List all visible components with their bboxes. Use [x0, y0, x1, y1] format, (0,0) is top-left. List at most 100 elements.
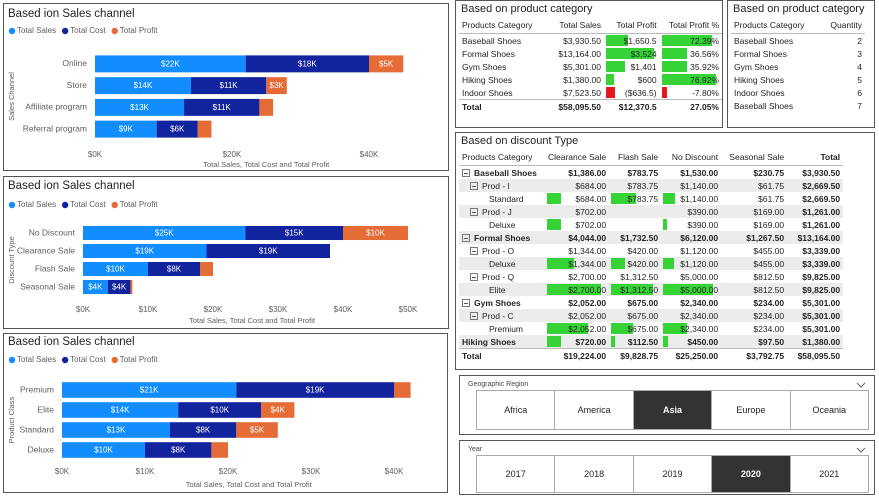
chevron[interactable]	[856, 447, 866, 453]
x-tick-label: $40K	[360, 150, 379, 159]
matrix-row: Baseball Shoes $1,386.00 $783.75 $1,530.00 $…	[459, 166, 843, 180]
cell-text: $3,524	[630, 48, 657, 59]
bar-segment	[169, 422, 237, 438]
slicer-option[interactable]: 2021	[789, 455, 869, 493]
cell-text: $2,340.00	[680, 310, 719, 321]
cell-text: $3,339.00	[802, 258, 841, 269]
matrix-cell: $234.00	[721, 322, 787, 335]
cell-text: $783.75	[627, 180, 659, 191]
cell-text: $720.00	[575, 336, 607, 347]
collapse-icon[interactable]	[470, 247, 478, 256]
x-tick-label: $20K	[204, 305, 223, 314]
table-cell: 72.39%	[660, 34, 722, 48]
cell-text: Baseball Shoes	[462, 35, 522, 46]
matrix-cell: $783.75	[609, 166, 661, 180]
cell-text: $2,669.50	[802, 193, 841, 204]
collapse-icon[interactable]	[470, 182, 478, 191]
slicer-option[interactable]: 2020	[711, 455, 791, 493]
cell-text: $7,523.50	[563, 87, 601, 98]
table-row: Baseball Shoes 7	[731, 99, 865, 112]
cell-text: $1,312.50	[620, 271, 659, 282]
data-bar	[611, 323, 633, 334]
slicer-option[interactable]: Africa	[476, 390, 556, 430]
row-header: Gym Shoes	[459, 296, 545, 309]
row-header: Prod - J	[459, 205, 545, 218]
collapse-icon[interactable]	[462, 169, 470, 178]
cell-text: $234.00	[753, 297, 785, 308]
data-label: $10K	[210, 406, 229, 415]
x-tick-label: $10K	[136, 467, 155, 476]
cell-text: $675.00	[627, 297, 659, 308]
slicer-option[interactable]: Asia	[632, 390, 713, 430]
data-label: $10K	[94, 446, 113, 455]
row-header: Deluxe	[459, 257, 545, 270]
data-label: $4K	[88, 283, 103, 292]
column-header: Clearance Sale	[545, 149, 610, 166]
cell-text: $169.00	[753, 206, 785, 217]
data-label: $11K	[220, 81, 239, 90]
matrix-cell: $9,825.00	[787, 283, 844, 296]
row-label: Premium	[489, 323, 524, 334]
cell-text: $1,380.00	[563, 74, 601, 85]
table-cell: Formal Shoes	[734, 48, 787, 59]
cell-text: $112.50	[627, 336, 659, 347]
table-cell: $1,401	[604, 60, 660, 73]
table: Products Category Total Sales Total Profit…	[459, 17, 722, 113]
matrix-cell: $2,052.00	[545, 296, 609, 309]
data-label: $19K	[259, 247, 278, 256]
slicer-option[interactable]: America	[554, 390, 634, 430]
total-label: Total	[459, 348, 545, 362]
slicer-option[interactable]: 2019	[632, 455, 713, 493]
row-label: Hiking Shoes	[462, 336, 516, 347]
data-label: $15K	[285, 229, 304, 238]
table-cell: Hiking Shoes	[459, 73, 548, 86]
chevron[interactable]	[856, 382, 866, 388]
cell-text: Formal Shoes	[462, 48, 515, 59]
table-cell: Gym Shoes	[459, 60, 548, 73]
discount-matrix: Based on discount Type Products Category C…	[455, 132, 875, 370]
cell-text: $5,000.00	[680, 271, 719, 282]
table-row: Formal Shoes $13,164.00 $3,524 36.56%	[459, 47, 722, 60]
collapse-icon[interactable]	[470, 273, 478, 282]
slicer-option[interactable]: 2018	[554, 455, 634, 493]
data-bar	[663, 193, 675, 204]
slicer-option[interactable]: 2017	[476, 455, 556, 493]
matrix-cell: $2,052.00	[545, 309, 610, 322]
collapse-icon[interactable]	[470, 208, 478, 217]
matrix-cell	[609, 205, 662, 218]
slicer-title: Year	[468, 446, 483, 453]
slicer-option[interactable]: Oceania	[789, 390, 869, 430]
slicer-option[interactable]: Europe	[711, 390, 791, 430]
matrix-cell: $1,380.00	[787, 335, 844, 349]
cell-text: $9,825.00	[802, 271, 841, 282]
collapse-icon[interactable]	[462, 234, 470, 243]
data-bar	[605, 48, 654, 59]
y-tick-label: Standard	[20, 424, 55, 434]
total-cell: $25,250.00	[661, 348, 722, 362]
row-header: Formal Shoes	[459, 231, 545, 244]
legend-label: Total Cost	[70, 26, 106, 35]
collapse-icon[interactable]	[470, 312, 478, 321]
data-label: $19K	[306, 386, 325, 395]
matrix-cell: $230.75	[721, 166, 787, 180]
year-slicer: Year 2017 2018 2019 2020 2021	[459, 440, 875, 495]
cell-text: 72.39%	[690, 35, 719, 46]
legend-marker	[111, 201, 118, 209]
cell-text: $5,000.00	[680, 284, 719, 295]
matrix-row: Standard $684.00 $783.75 $1,140.00 $61.75 $2,…	[459, 192, 843, 205]
legend-label: Total Sales	[17, 355, 56, 364]
data-bar	[663, 258, 675, 269]
matrix-cell: $675.00	[609, 322, 661, 335]
row-label: Baseball Shoes	[474, 167, 537, 178]
legend-marker	[111, 356, 118, 364]
cell-text: $812.50	[753, 271, 785, 282]
row-header: Prod - O	[459, 244, 545, 257]
matrix-cell: $5,301.00	[787, 322, 843, 335]
y-tick-label: Referral program	[23, 123, 87, 133]
matrix-cell: $783.75	[609, 179, 662, 192]
row-label: Formal Shoes	[474, 232, 531, 243]
total-cell: $9,828.75	[609, 348, 662, 362]
cell-text: $2,052.00	[568, 310, 607, 321]
collapse-icon[interactable]	[462, 299, 470, 308]
legend-marker	[61, 201, 69, 209]
